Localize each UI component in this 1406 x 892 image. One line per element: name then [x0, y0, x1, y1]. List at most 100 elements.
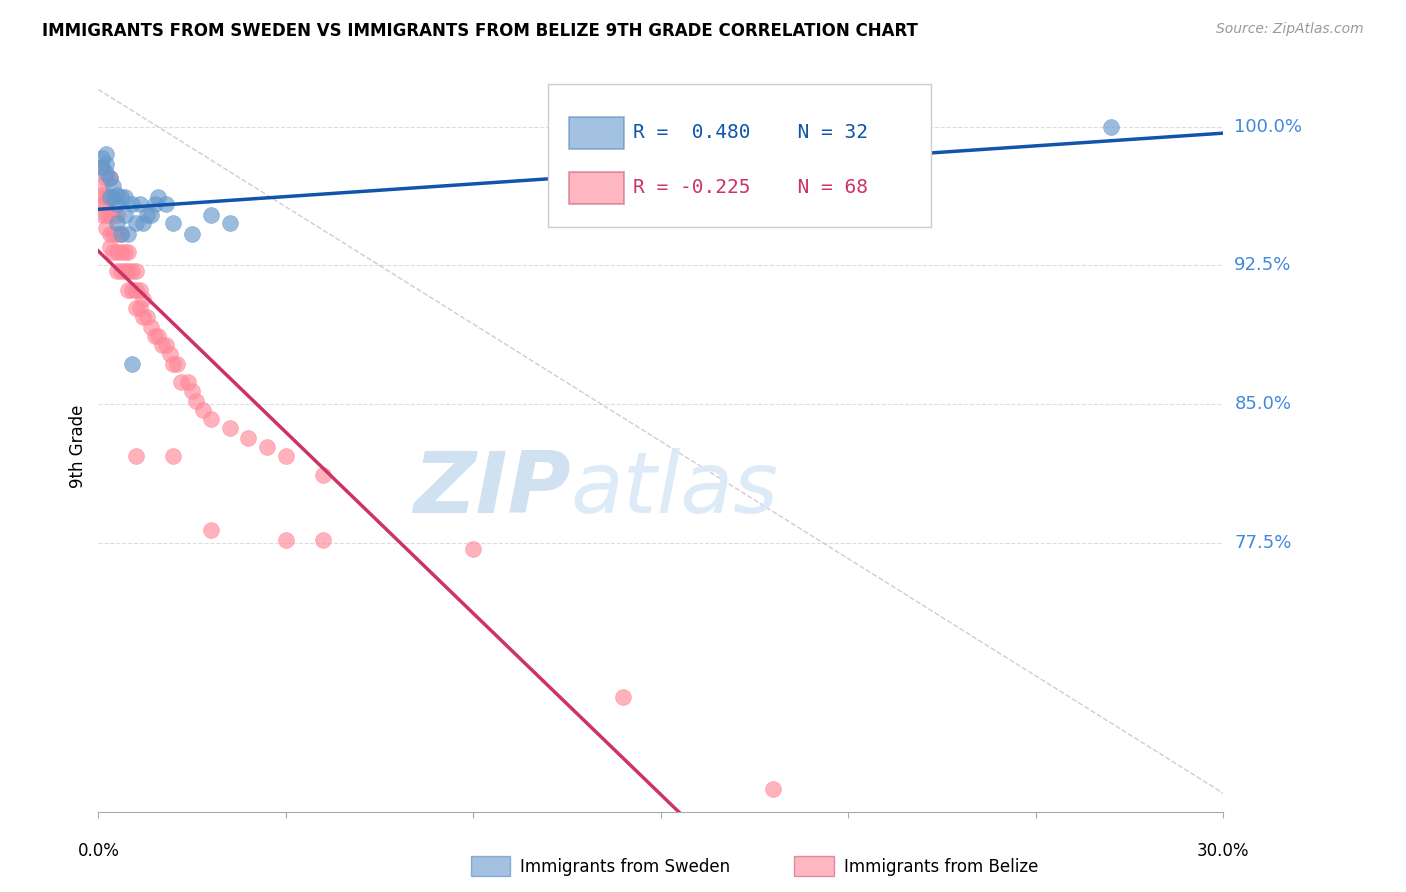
- Point: [166, 357, 188, 371]
- Point: [121, 197, 143, 211]
- Text: Source: ZipAtlas.com: Source: ZipAtlas.com: [1216, 22, 1364, 37]
- FancyBboxPatch shape: [568, 117, 624, 149]
- Point: [110, 245, 132, 260]
- Point: [105, 188, 128, 202]
- Point: [105, 227, 128, 241]
- Text: IMMIGRANTS FROM SWEDEN VS IMMIGRANTS FROM BELIZE 9TH GRADE CORRELATION CHART: IMMIGRANTS FROM SWEDEN VS IMMIGRANTS FRO…: [42, 22, 918, 40]
- Point: [98, 190, 121, 204]
- Point: [128, 283, 150, 297]
- Point: [110, 227, 132, 241]
- Point: [181, 227, 204, 241]
- Point: [139, 209, 162, 223]
- Point: [105, 209, 128, 223]
- Point: [103, 227, 125, 241]
- Text: 0.0%: 0.0%: [77, 842, 120, 860]
- Text: 92.5%: 92.5%: [1234, 257, 1292, 275]
- Point: [114, 264, 136, 278]
- Point: [125, 449, 148, 463]
- Point: [1099, 120, 1122, 134]
- Point: [94, 209, 117, 223]
- Point: [105, 264, 128, 278]
- Point: [463, 541, 485, 556]
- Point: [155, 338, 177, 352]
- Point: [200, 523, 222, 537]
- Point: [125, 301, 148, 315]
- Point: [150, 338, 173, 352]
- Point: [94, 171, 117, 186]
- Point: [200, 209, 222, 223]
- Point: [91, 161, 114, 175]
- Point: [91, 151, 114, 165]
- Point: [114, 209, 136, 223]
- Point: [117, 264, 139, 278]
- Point: [110, 190, 132, 204]
- Point: [98, 209, 121, 223]
- Point: [98, 227, 121, 241]
- Point: [98, 190, 121, 204]
- Point: [125, 264, 148, 278]
- Point: [128, 301, 150, 315]
- Point: [103, 245, 125, 260]
- Point: [274, 449, 297, 463]
- Point: [162, 357, 184, 371]
- Point: [105, 197, 128, 211]
- Point: [136, 310, 159, 325]
- Point: [132, 216, 155, 230]
- Text: 77.5%: 77.5%: [1234, 534, 1292, 552]
- Text: 30.0%: 30.0%: [1197, 842, 1250, 860]
- Point: [312, 467, 335, 482]
- FancyBboxPatch shape: [548, 84, 931, 227]
- Point: [105, 216, 128, 230]
- Text: 100.0%: 100.0%: [1234, 118, 1302, 136]
- Point: [132, 292, 155, 306]
- Point: [103, 209, 125, 223]
- Point: [121, 283, 143, 297]
- Text: ZIP: ZIP: [413, 449, 571, 532]
- Point: [110, 264, 132, 278]
- Point: [103, 178, 125, 193]
- Point: [193, 403, 215, 417]
- Point: [114, 190, 136, 204]
- Point: [103, 190, 125, 204]
- Point: [94, 156, 117, 170]
- Point: [121, 264, 143, 278]
- Point: [238, 431, 260, 445]
- Point: [162, 216, 184, 230]
- Point: [94, 166, 117, 180]
- Point: [91, 209, 114, 223]
- Text: Immigrants from Belize: Immigrants from Belize: [844, 858, 1038, 876]
- Point: [117, 283, 139, 297]
- Point: [218, 421, 240, 435]
- Text: 85.0%: 85.0%: [1234, 395, 1291, 413]
- Point: [94, 147, 117, 161]
- Point: [117, 227, 139, 241]
- Point: [114, 245, 136, 260]
- Text: R = -0.225    N = 68: R = -0.225 N = 68: [633, 178, 868, 197]
- Point: [159, 347, 181, 361]
- Point: [121, 357, 143, 371]
- Y-axis label: 9th Grade: 9th Grade: [69, 404, 87, 488]
- Point: [148, 190, 170, 204]
- Point: [98, 171, 121, 186]
- FancyBboxPatch shape: [568, 171, 624, 204]
- Point: [170, 375, 193, 389]
- Point: [125, 216, 148, 230]
- Point: [143, 197, 166, 211]
- Text: atlas: atlas: [571, 449, 779, 532]
- Point: [91, 197, 114, 211]
- Point: [110, 227, 132, 241]
- Point: [762, 782, 785, 797]
- Text: R =  0.480    N = 32: R = 0.480 N = 32: [633, 123, 868, 143]
- Point: [105, 245, 128, 260]
- Point: [148, 328, 170, 343]
- Point: [98, 240, 121, 254]
- Point: [256, 440, 278, 454]
- Point: [177, 375, 200, 389]
- Point: [91, 161, 114, 175]
- Point: [218, 216, 240, 230]
- Point: [128, 197, 150, 211]
- Point: [184, 393, 207, 408]
- Point: [136, 209, 159, 223]
- Text: Immigrants from Sweden: Immigrants from Sweden: [520, 858, 730, 876]
- Point: [143, 328, 166, 343]
